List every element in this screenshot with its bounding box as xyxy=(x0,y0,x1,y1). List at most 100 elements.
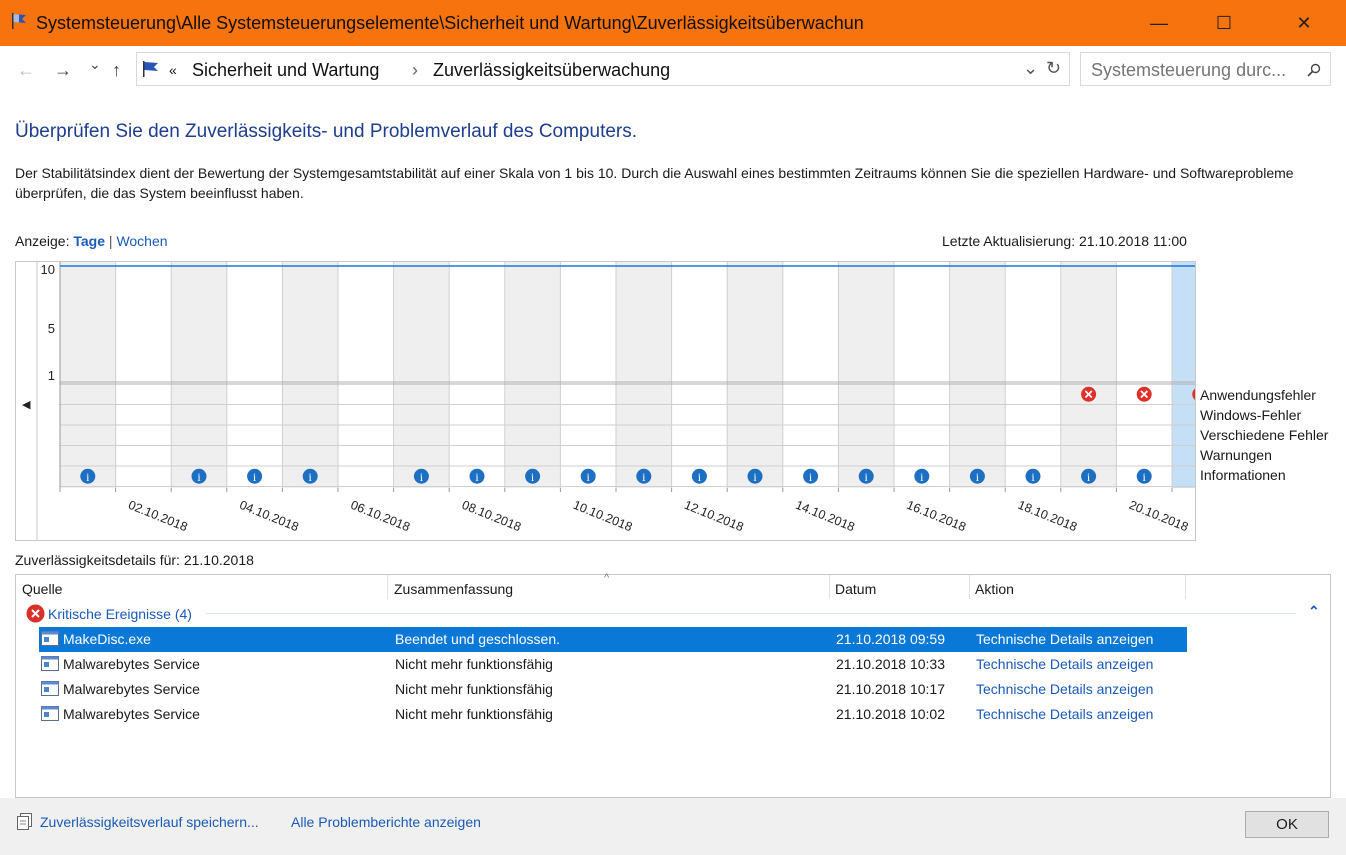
information-marker[interactable] xyxy=(302,468,318,484)
details-table: Quelle Zusammenfassung ^ Datum Aktion Kr… xyxy=(15,572,1331,798)
information-marker[interactable] xyxy=(914,468,930,484)
error-x-mark xyxy=(1084,390,1093,399)
refresh-button[interactable]: ↻ xyxy=(1046,58,1062,78)
day-column[interactable] xyxy=(393,262,450,488)
day-column[interactable] xyxy=(727,262,783,488)
breadcrumb-overflow[interactable]: « xyxy=(169,62,177,78)
forward-button[interactable]: → xyxy=(54,60,72,80)
information-marker[interactable] xyxy=(691,468,707,484)
day-column[interactable] xyxy=(171,262,227,488)
application-icon xyxy=(41,681,59,696)
day-column[interactable] xyxy=(1005,262,1061,488)
information-marker[interactable] xyxy=(247,468,263,484)
x-tick-label: 14.10.2018 xyxy=(793,498,856,534)
day-column[interactable] xyxy=(504,262,561,488)
day-column[interactable] xyxy=(560,262,616,488)
day-column[interactable] xyxy=(226,262,283,488)
up-button[interactable]: ↑ xyxy=(112,60,121,80)
view-all-reports-link[interactable]: Alle Problemberichte anzeigen xyxy=(291,814,481,830)
day-column[interactable] xyxy=(60,262,116,488)
day-column[interactable] xyxy=(838,262,894,488)
information-glyph: i xyxy=(420,470,424,484)
information-marker[interactable] xyxy=(747,468,763,484)
technical-details-link[interactable]: Technische Details anzeigen xyxy=(976,656,1154,672)
technical-details-link[interactable]: Technische Details anzeigen xyxy=(976,681,1154,697)
information-glyph: i xyxy=(197,470,201,484)
day-column[interactable] xyxy=(449,262,505,488)
information-marker[interactable] xyxy=(580,468,596,484)
technical-details-link[interactable]: Technische Details anzeigen xyxy=(976,631,1154,647)
information-marker[interactable] xyxy=(969,468,985,484)
column-divider xyxy=(387,575,388,599)
day-column[interactable] xyxy=(115,262,172,488)
information-marker[interactable] xyxy=(636,468,652,484)
group-label[interactable]: Kritische Ereignisse (4) xyxy=(48,606,192,622)
search-box[interactable] xyxy=(1080,52,1331,86)
day-column[interactable] xyxy=(338,262,394,488)
collapse-icon[interactable]: ⌃ xyxy=(1308,603,1320,619)
reliability-chart[interactable]: 10 5 1 i i i i i i i i i i i i i i i i i i 02.10.2018 04.10.20… xyxy=(15,261,1251,541)
maximize-button[interactable]: ☐ xyxy=(1215,12,1233,33)
x-tick-label: 18.10.2018 xyxy=(1016,498,1079,534)
day-column[interactable] xyxy=(949,262,1006,488)
x-tick-label: 04.10.2018 xyxy=(237,498,300,534)
cell-source: MakeDisc.exe xyxy=(63,631,151,647)
error-icon xyxy=(26,604,45,623)
column-header-action[interactable]: Aktion xyxy=(975,581,1014,597)
information-marker[interactable] xyxy=(1081,468,1097,484)
search-icon[interactable] xyxy=(1307,63,1321,77)
day-column[interactable] xyxy=(282,262,338,488)
column-header-date[interactable]: Datum xyxy=(835,581,877,597)
address-dropdown-button[interactable]: ⌄ xyxy=(1023,58,1039,78)
group-header-critical[interactable]: Kritische Ereignisse (4) ⌃ xyxy=(16,601,1330,626)
day-column[interactable] xyxy=(894,262,950,488)
information-marker[interactable] xyxy=(191,468,207,484)
day-column[interactable] xyxy=(1116,262,1172,488)
technical-details-link[interactable]: Technische Details anzeigen xyxy=(976,706,1154,722)
day-column[interactable] xyxy=(1060,262,1117,488)
breadcrumb-item[interactable]: Sicherheit und Wartung xyxy=(192,60,380,80)
view-days-link[interactable]: Tage xyxy=(73,233,106,249)
address-bar[interactable]: « Sicherheit und Wartung › Zuverlässigke… xyxy=(136,52,1070,86)
information-marker[interactable] xyxy=(858,468,874,484)
search-input[interactable] xyxy=(1089,58,1298,82)
column-divider xyxy=(969,575,970,599)
breadcrumb-separator[interactable]: › xyxy=(412,60,418,80)
page-title: Überprüfen Sie den Zuverlässigkeits- und… xyxy=(15,121,638,142)
table-row[interactable]: Malwarebytes Service Nicht mehr funktion… xyxy=(39,652,1187,677)
day-column[interactable] xyxy=(782,262,839,488)
cell-summary: Nicht mehr funktionsfähig xyxy=(395,656,553,672)
reliability-chart-svg[interactable]: 10 5 1 i i i i i i i i i i i i i i i i i i 02.10.2018 04.10.20… xyxy=(16,262,1251,540)
information-marker[interactable] xyxy=(413,468,429,484)
close-button[interactable]: ✕ xyxy=(1296,12,1312,33)
column-header-source[interactable]: Quelle xyxy=(22,581,63,597)
table-row[interactable]: MakeDisc.exe Beendet und geschlossen. 21… xyxy=(39,627,1187,652)
information-marker[interactable] xyxy=(469,468,485,484)
table-row[interactable]: Malwarebytes Service Nicht mehr funktion… xyxy=(39,677,1187,702)
information-marker[interactable] xyxy=(803,468,819,484)
breadcrumb-item[interactable]: Zuverlässigkeitsüberwachung xyxy=(433,60,671,80)
information-marker[interactable] xyxy=(1136,468,1152,484)
scroll-left-arrow[interactable]: ◀ xyxy=(22,398,31,411)
information-marker[interactable] xyxy=(1025,468,1041,484)
x-tick-label: 16.10.2018 xyxy=(905,498,968,534)
legend-information: Informationen xyxy=(1200,467,1286,483)
y-tick-label: 10 xyxy=(41,262,55,277)
back-button[interactable]: ← xyxy=(17,60,35,80)
view-weeks-link[interactable]: Wochen xyxy=(116,233,168,249)
information-glyph: i xyxy=(1031,470,1035,484)
information-glyph: i xyxy=(587,470,591,484)
application-icon xyxy=(41,656,59,671)
day-column[interactable] xyxy=(616,262,672,488)
document-icon xyxy=(17,813,32,830)
column-header-summary[interactable]: Zusammenfassung xyxy=(394,581,514,597)
recent-locations-button[interactable]: ⌄ xyxy=(89,56,101,72)
ok-button[interactable]: OK xyxy=(1245,811,1329,838)
day-column[interactable] xyxy=(671,262,728,488)
day-column[interactable] xyxy=(1172,262,1228,488)
information-marker[interactable] xyxy=(80,468,96,484)
minimize-button[interactable]: — xyxy=(1150,12,1168,33)
save-history-link[interactable]: Zuverlässigkeitsverlauf speichern... xyxy=(40,814,259,830)
table-row[interactable]: Malwarebytes Service Nicht mehr funktion… xyxy=(39,702,1187,727)
information-marker[interactable] xyxy=(525,468,541,484)
